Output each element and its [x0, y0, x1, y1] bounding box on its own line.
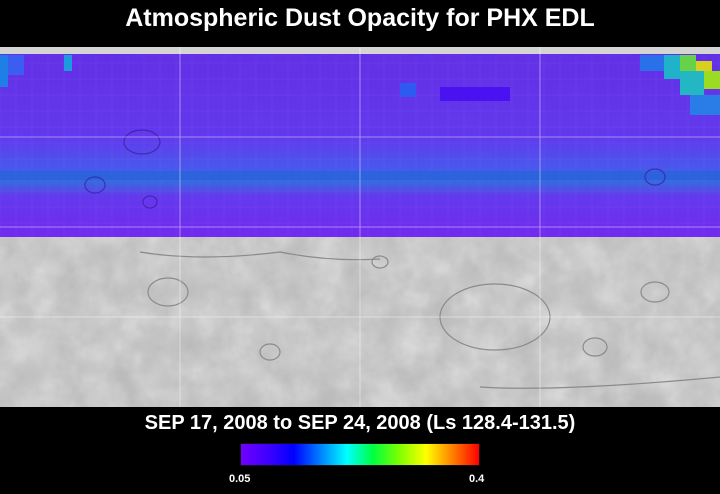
map-title: Atmospheric Dust Opacity for PHX EDL — [125, 4, 595, 32]
colorbar-max-label: 0.4 — [469, 473, 485, 485]
graticule — [0, 47, 720, 407]
colorbar — [240, 443, 480, 466]
dust-hotspots — [0, 55, 720, 115]
colorbar-min-label: 0.05 — [229, 473, 251, 485]
dust-opacity-map — [0, 47, 720, 407]
volcano-features — [84, 129, 666, 209]
date-range: SEP 17, 2008 to SEP 24, 2008 (Ls 128.4-1… — [144, 412, 576, 434]
